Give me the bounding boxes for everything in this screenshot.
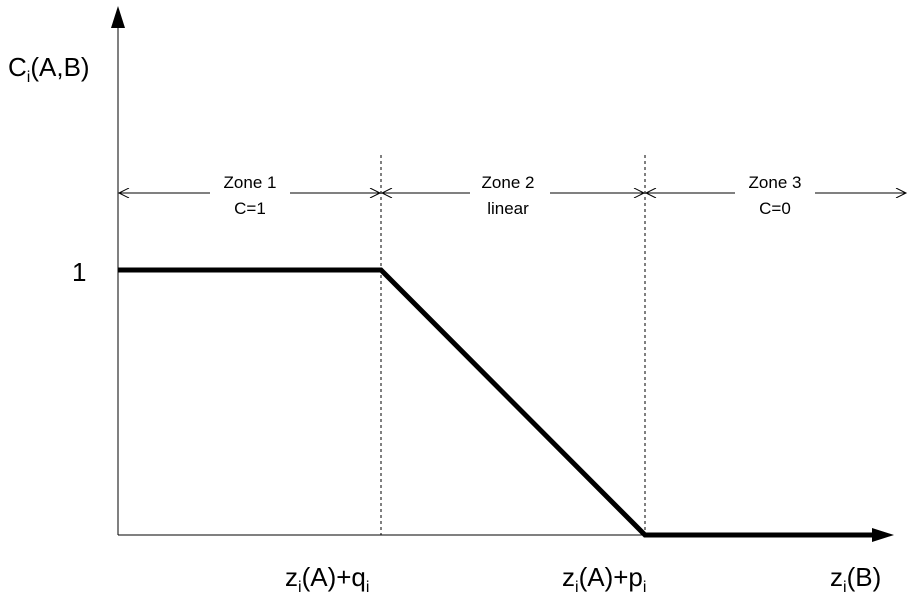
function-curve: [118, 267, 886, 538]
zone-3-title: Zone 3: [749, 173, 802, 192]
zone-1-desc: C=1: [234, 199, 266, 218]
y-axis-label: Ci(A,B): [8, 52, 90, 86]
x-tick-label-p: zi(A)+pi: [562, 562, 646, 592]
y-tick-label-one: 1: [72, 257, 86, 287]
zone-3-desc: C=0: [759, 199, 791, 218]
zone-2-label-bg: [470, 172, 550, 220]
zone-1-title: Zone 1: [224, 173, 277, 192]
zone-1-label-bg: [210, 172, 290, 220]
zone-2-title: Zone 2: [482, 173, 535, 192]
zone-3-label-bg: [735, 172, 815, 220]
zone-2-desc: linear: [487, 199, 529, 218]
y-axis-arrowhead: [111, 6, 125, 28]
x-axis-label: zi(B): [830, 562, 881, 592]
x-tick-label-q: zi(A)+qi: [285, 562, 369, 592]
